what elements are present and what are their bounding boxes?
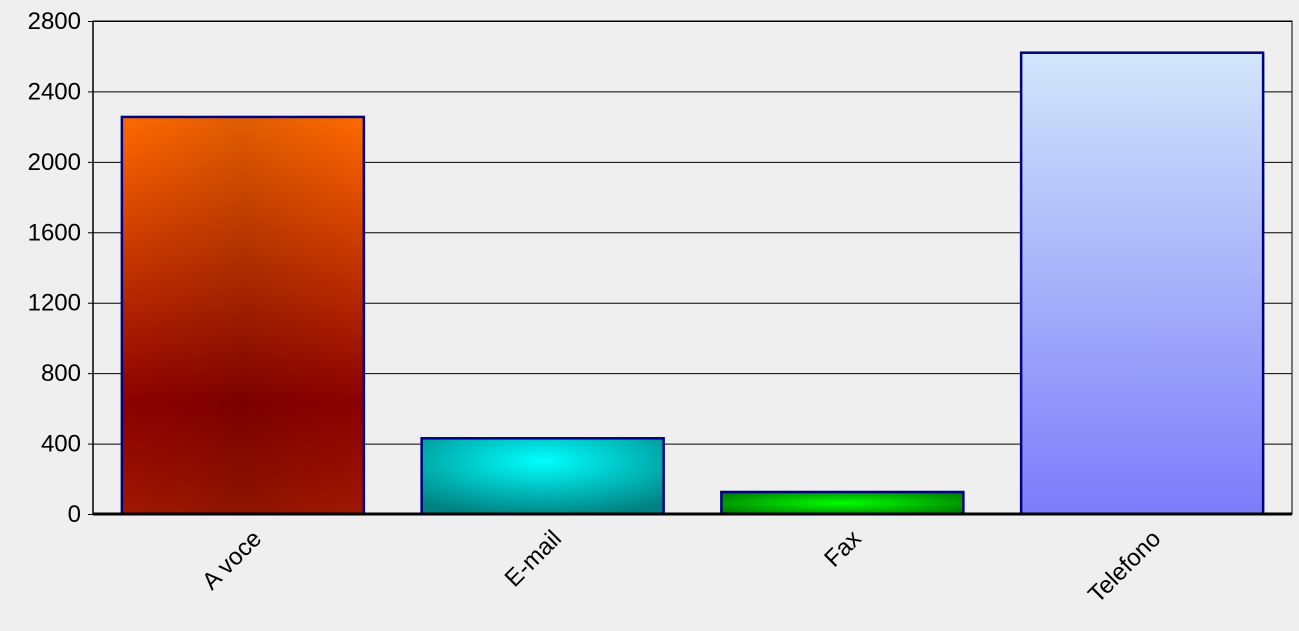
bar-e-mail bbox=[420, 437, 665, 516]
bar-fill bbox=[1021, 52, 1264, 514]
bar-shading bbox=[121, 116, 364, 515]
x-tick-label: E-mail bbox=[500, 525, 567, 592]
y-tick-label: 2400 bbox=[28, 78, 81, 105]
bar-fax bbox=[720, 490, 965, 516]
x-axis-labels: A voce E-mail Fax Telefono bbox=[197, 525, 1166, 608]
y-tick-label: 1200 bbox=[28, 290, 81, 317]
bar-fill bbox=[421, 438, 664, 514]
y-tick-label: 0 bbox=[68, 501, 81, 528]
y-tick-label: 2000 bbox=[28, 149, 81, 176]
x-tick-label: Telefono bbox=[1083, 525, 1166, 608]
bar-a-voce bbox=[120, 115, 366, 516]
x-tick-label: Fax bbox=[819, 525, 866, 572]
x-tick-label: A voce bbox=[197, 525, 267, 595]
y-tick-label: 800 bbox=[41, 360, 81, 387]
axes bbox=[92, 21, 1292, 516]
bar-fill bbox=[721, 491, 964, 514]
y-tick-label: 2800 bbox=[28, 8, 81, 35]
y-axis-ticks: 0 400 800 1200 1600 2000 2400 2800 bbox=[28, 8, 93, 528]
y-tick-label: 400 bbox=[41, 431, 81, 458]
bar-telefono bbox=[1019, 51, 1265, 516]
y-tick-label: 1600 bbox=[28, 219, 81, 246]
